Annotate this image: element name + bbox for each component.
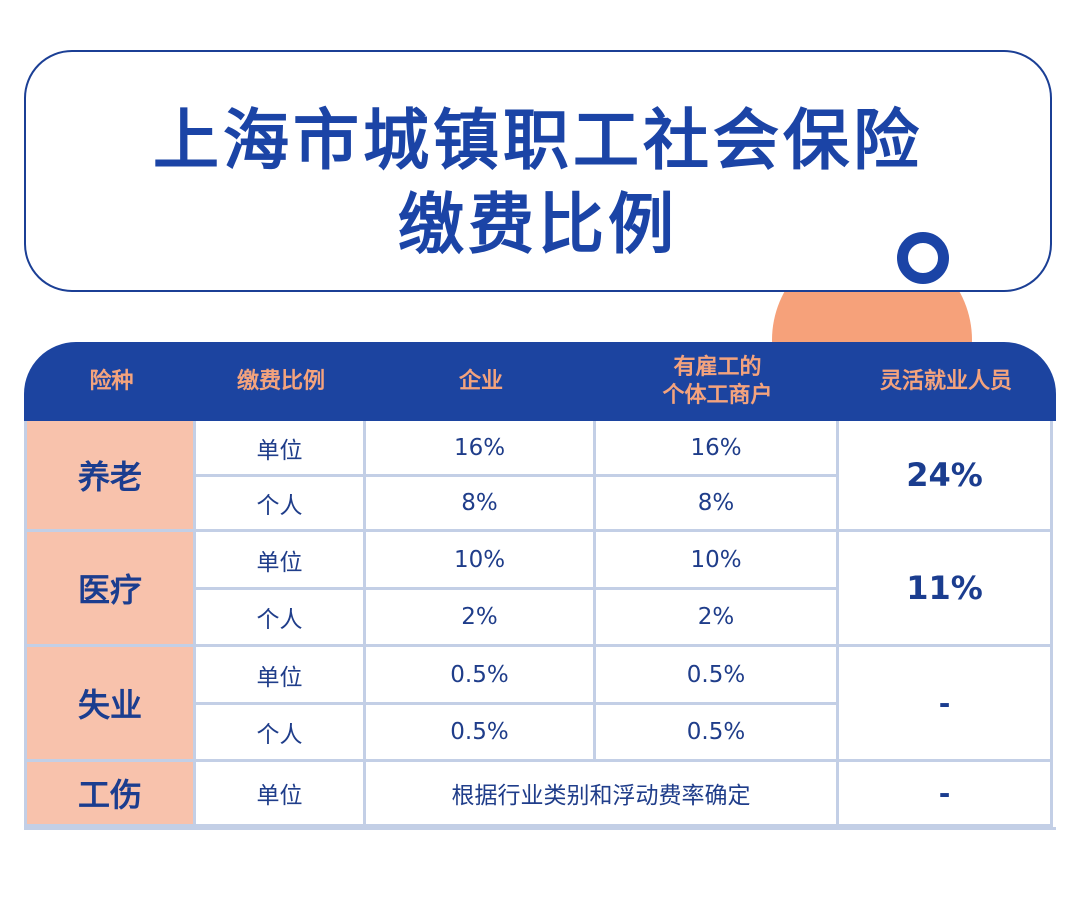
table-cell: 0.5%: [596, 705, 839, 762]
table-cell: 单位: [196, 647, 366, 705]
table-cell: 个人: [196, 477, 366, 532]
row-medical-type: 医疗: [27, 532, 196, 647]
header-individual-line-1: 有雇工的: [673, 354, 762, 380]
header-individual-line-2: 个体工商户: [662, 382, 773, 408]
table-cell: 2%: [366, 590, 596, 647]
table-header: 险种 缴费比例 企业 有雇工的 个体工商户 灵活就业人员: [24, 342, 1056, 421]
row-pension-flexible: 24%: [839, 421, 1053, 532]
table-cell: 个人: [196, 705, 366, 762]
page-title-line-2: 缴费比例: [398, 186, 678, 263]
header-ratio: 缴费比例: [236, 368, 325, 394]
decorative-ring-icon: [897, 232, 949, 284]
header-type: 险种: [89, 368, 134, 394]
table-cell: 单位: [196, 532, 366, 590]
table-cell: 0.5%: [596, 647, 839, 705]
table-cell: 0.5%: [366, 647, 596, 705]
row-injury-flexible: -: [839, 762, 1053, 827]
table-body: 养老 单位 16% 16% 个人 8% 8% 24% 医疗 单位 10% 10%…: [24, 421, 1056, 830]
table-cell: 个人: [196, 590, 366, 647]
row-injury-type: 工伤: [27, 762, 196, 827]
row-injury-note: 根据行业类别和浮动费率确定: [366, 762, 839, 827]
table-cell: 8%: [366, 477, 596, 532]
header-flexible: 灵活就业人员: [879, 368, 1012, 394]
table-cell: 0.5%: [366, 705, 596, 762]
page-title-line-1: 上海市城镇职工社会保险: [153, 102, 923, 179]
row-unemployment-flexible: -: [839, 647, 1053, 762]
header-enterprise: 企业: [458, 368, 503, 394]
header-individual-business: 有雇工的 个体工商户: [596, 342, 839, 421]
table-cell: 16%: [596, 421, 839, 477]
row-pension-type: 养老: [27, 421, 196, 532]
table-cell: 单位: [196, 421, 366, 477]
table-cell: 10%: [366, 532, 596, 590]
table-cell: 2%: [596, 590, 839, 647]
table-cell: 10%: [596, 532, 839, 590]
table-cell: 8%: [596, 477, 839, 532]
row-medical-flexible: 11%: [839, 532, 1053, 647]
table-cell: 16%: [366, 421, 596, 477]
row-unemployment-type: 失业: [27, 647, 196, 762]
title-box: 上海市城镇职工社会保险 缴费比例: [24, 50, 1052, 292]
contribution-table: 险种 缴费比例 企业 有雇工的 个体工商户 灵活就业人员 养老 单位 16% 1…: [24, 342, 1056, 830]
table-cell: 单位: [196, 762, 366, 827]
